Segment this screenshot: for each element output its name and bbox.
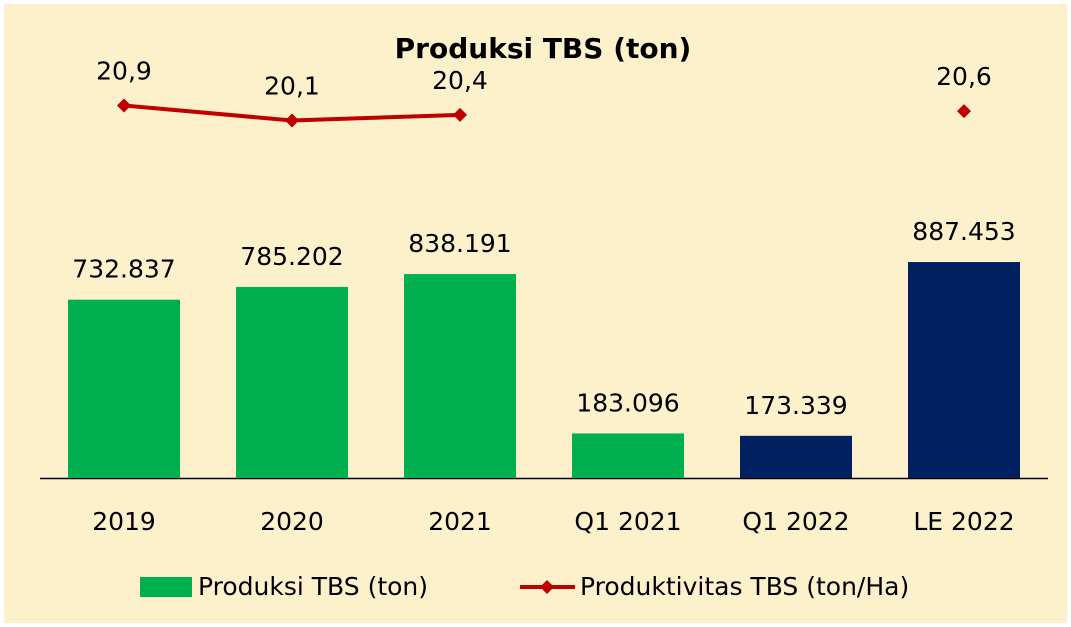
bar-value-label: 732.837 <box>72 255 175 284</box>
x-tick-label: Q1 2021 <box>574 507 681 536</box>
bar <box>572 433 684 478</box>
bar <box>908 262 1020 478</box>
bar <box>404 274 516 478</box>
legend-label: Produktivitas TBS (ton/Ha) <box>580 572 909 601</box>
bar-value-label: 173.339 <box>744 391 847 420</box>
line-marker <box>285 113 299 128</box>
bar-value-label: 785.202 <box>240 242 343 271</box>
line-value-label: 20,9 <box>96 57 152 86</box>
line-value-label: 20,6 <box>936 62 992 91</box>
bar <box>68 299 180 478</box>
line-marker <box>117 98 131 113</box>
line-value-label: 20,4 <box>432 66 488 95</box>
bar-value-label: 887.453 <box>912 217 1015 246</box>
x-tick-label: 2021 <box>428 507 492 536</box>
bar <box>236 286 348 478</box>
line-marker <box>453 107 467 122</box>
bar-value-label: 838.191 <box>408 229 511 258</box>
legend-swatch <box>140 577 192 597</box>
line-value-label: 20,1 <box>264 71 320 100</box>
chart-title: Produksi TBS (ton) <box>395 32 692 65</box>
x-tick-label: 2020 <box>260 507 324 536</box>
legend-label: Produksi TBS (ton) <box>198 572 428 601</box>
x-tick-label: 2019 <box>92 507 156 536</box>
bar-value-label: 183.096 <box>576 388 679 417</box>
x-tick-label: Q1 2022 <box>742 507 849 536</box>
legend-marker <box>540 580 554 594</box>
x-tick-label: LE 2022 <box>913 507 1014 536</box>
bar <box>740 435 852 478</box>
line-marker <box>957 104 971 119</box>
chart-background <box>4 4 1067 623</box>
